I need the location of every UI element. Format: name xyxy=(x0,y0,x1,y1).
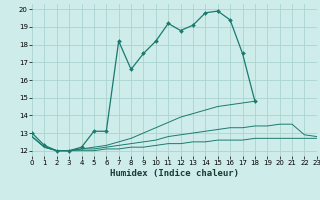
X-axis label: Humidex (Indice chaleur): Humidex (Indice chaleur) xyxy=(110,169,239,178)
